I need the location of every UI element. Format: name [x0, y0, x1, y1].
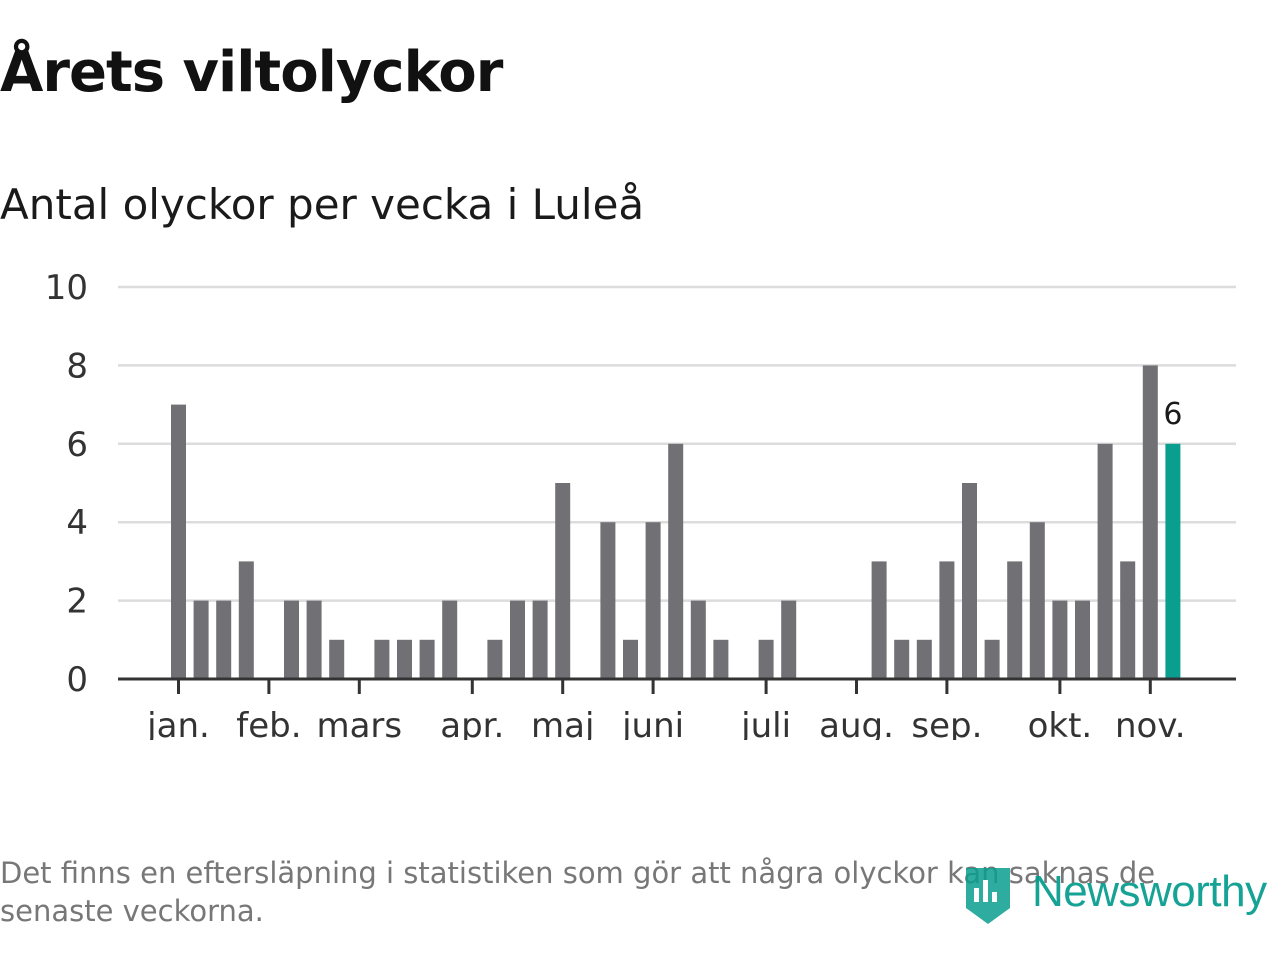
x-tick-label: sep. [911, 706, 982, 740]
x-tick-label: apr. [440, 706, 504, 740]
x-tick-label: nov. [1115, 706, 1186, 740]
bar-chart: 0 2 4 6 8 10 6 jan. feb. mars apr. maj juni juli aug. s… [45, 268, 1236, 740]
bar [1120, 561, 1136, 679]
y-tick-label: 2 [66, 582, 88, 622]
bar [1097, 443, 1113, 679]
bar [962, 483, 977, 679]
bar [894, 639, 910, 679]
bar [781, 600, 797, 679]
bar [871, 561, 887, 679]
bar [284, 600, 299, 679]
x-tick-label: aug. [819, 706, 894, 740]
bar [419, 639, 435, 679]
bar [374, 639, 390, 679]
x-tick-label: mars [316, 706, 402, 740]
footnote: Det finns en eftersläpning i statistiken… [0, 856, 1156, 928]
bar [238, 561, 254, 679]
chart-subtitle: Antal olyckor per vecka i Luleå [0, 180, 645, 229]
bar [690, 600, 706, 679]
bar [555, 483, 571, 679]
x-tick-label: okt. [1028, 706, 1093, 740]
bar [171, 404, 186, 679]
bar-value-label: 6 [1163, 397, 1182, 432]
bar [1029, 522, 1045, 679]
bar [916, 639, 932, 679]
bar [442, 600, 458, 679]
bar [984, 639, 1000, 679]
newsworthy-logo: Newsworthy [962, 858, 1267, 926]
bar [306, 600, 322, 679]
x-tick-label: jan. [146, 706, 210, 740]
bar [713, 639, 729, 679]
x-tick-label: feb. [236, 706, 301, 740]
y-tick-label: 10 [45, 268, 88, 308]
bar [397, 639, 412, 679]
x-tick-label: juni [621, 706, 684, 740]
logo-text: Newsworthy [1032, 867, 1267, 916]
bar [193, 600, 209, 679]
bar [510, 600, 525, 679]
bar [600, 522, 616, 679]
bar [939, 561, 955, 679]
y-tick-label: 0 [66, 660, 88, 700]
bar [1142, 365, 1158, 679]
bar [623, 639, 638, 679]
bar [216, 600, 232, 679]
bar [1007, 561, 1023, 679]
x-tick-label: juli [740, 706, 791, 740]
bar [532, 600, 548, 679]
x-tick-label: maj [531, 706, 594, 740]
chart-title: Årets viltolyckor [0, 40, 503, 105]
y-tick-label: 6 [66, 425, 88, 465]
bar [645, 522, 661, 679]
bar [668, 443, 684, 679]
bar-highlight [1165, 443, 1181, 679]
y-tick-label: 4 [66, 503, 88, 543]
bar [1075, 600, 1090, 679]
newsworthy-logo-icon [966, 868, 1010, 924]
bar [487, 639, 503, 679]
bar [329, 639, 345, 679]
bar [758, 639, 774, 679]
bar [1052, 600, 1068, 679]
y-tick-label: 8 [66, 346, 88, 386]
